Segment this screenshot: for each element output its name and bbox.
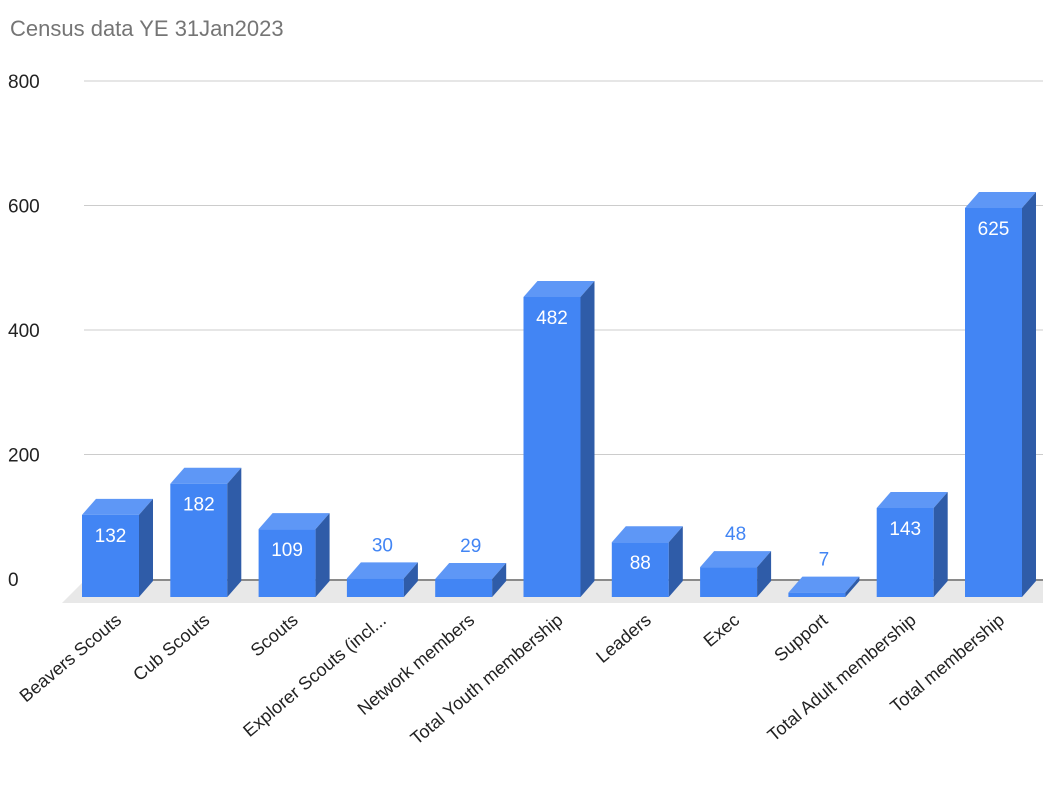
bars [82, 191, 1036, 597]
bar-top [435, 562, 507, 579]
data-label: 132 [95, 526, 127, 547]
bar-front [523, 296, 581, 597]
y-axis-ticks: 0 200 400 600 800 [8, 72, 40, 591]
x-tick-label: Explorer Scouts (incl... [239, 610, 390, 741]
x-tick-label: Support [770, 610, 831, 666]
y-tick-label: 800 [8, 72, 40, 93]
bar-side [580, 280, 595, 597]
bar-side [845, 576, 860, 597]
bar [788, 576, 860, 597]
x-tick-label: Leaders [592, 610, 655, 667]
bar-side [315, 513, 330, 597]
x-tick-label: Cub Scouts [129, 610, 213, 685]
data-label: 182 [183, 495, 215, 516]
y-tick-label: 400 [8, 321, 40, 342]
bar [346, 562, 418, 597]
bar-front [258, 529, 316, 597]
bar [611, 526, 683, 597]
bar [435, 562, 507, 597]
bar-front [876, 507, 934, 597]
bar [876, 491, 948, 597]
bar-top [876, 491, 948, 508]
bar [258, 513, 330, 597]
bar-front [965, 207, 1022, 597]
data-label: 482 [536, 308, 568, 329]
chart-title: Census data YE 31Jan2023 [10, 16, 284, 41]
data-label: 109 [271, 540, 303, 561]
x-tick-label: Scouts [247, 610, 302, 661]
data-label: 30 [372, 535, 393, 556]
bar-front [611, 542, 669, 597]
bar-side [139, 498, 153, 597]
bar-side [668, 526, 683, 597]
bar-top [700, 551, 772, 568]
data-label: 88 [630, 553, 651, 574]
bar-top [788, 576, 860, 593]
data-labels: 132 182 109 30 29 482 88 48 7 143 625 [95, 219, 1010, 574]
x-tick-label: Exec [700, 610, 744, 651]
bar [82, 498, 153, 597]
bar-side [1022, 191, 1036, 597]
y-tick-label: 0 [8, 570, 19, 591]
bar-top [82, 498, 153, 515]
bar-top [258, 513, 330, 530]
bar-front [700, 567, 758, 597]
bar [700, 551, 772, 597]
data-label: 625 [978, 219, 1010, 240]
bar-top [170, 467, 242, 484]
data-label: 29 [460, 536, 481, 557]
bar-side [757, 551, 772, 597]
bar-front [170, 483, 228, 597]
bar-top [523, 280, 595, 297]
data-label: 7 [819, 550, 830, 571]
bar-side [403, 562, 418, 597]
bar-side [227, 467, 242, 597]
x-tick-label: Total Adult membership [764, 610, 920, 746]
bar-top [611, 526, 683, 543]
bar [170, 467, 242, 597]
bar [523, 280, 595, 597]
bar-side [492, 562, 507, 597]
y-tick-label: 200 [8, 446, 40, 467]
bar [965, 191, 1036, 597]
bar-top [346, 562, 418, 579]
bar-front [82, 514, 139, 597]
bar-front [435, 578, 493, 597]
bar-side [933, 491, 948, 597]
bar-front [346, 578, 404, 597]
data-label: 143 [889, 519, 921, 540]
bar-front [788, 592, 846, 597]
x-tick-label: Total Youth membership [407, 610, 567, 749]
bar-top [965, 191, 1036, 208]
x-tick-label: Beavers Scouts [16, 610, 125, 706]
data-label: 48 [725, 524, 746, 545]
y-tick-label: 600 [8, 197, 40, 218]
